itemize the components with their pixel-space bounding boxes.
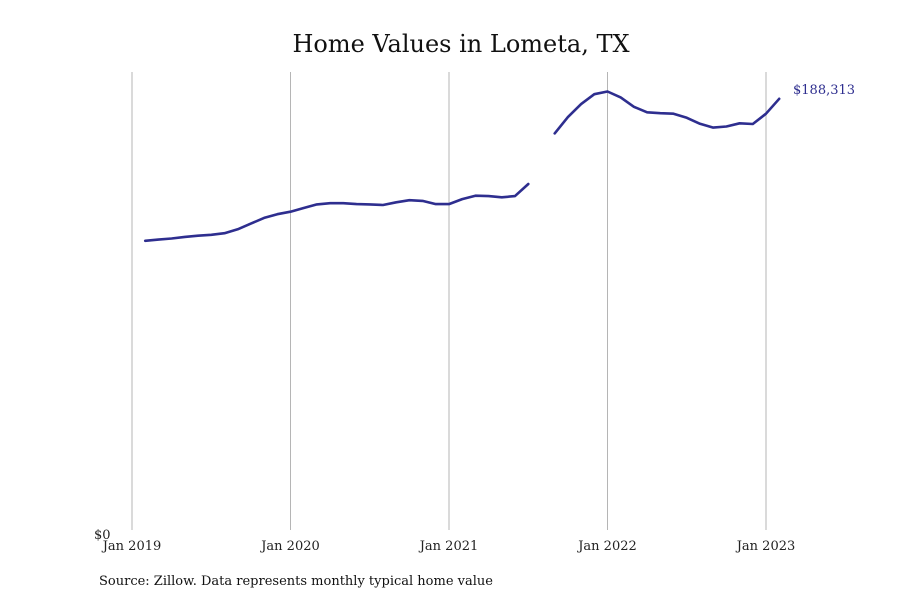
x-tick-label: Jan 2023 <box>735 539 796 554</box>
chart-title: Home Values in Lometa, TX <box>292 30 629 58</box>
x-tick-label: Jan 2019 <box>101 539 162 554</box>
gridlines <box>131 72 767 530</box>
series-lines <box>143 90 781 243</box>
x-tick-label: Jan 2022 <box>576 539 637 554</box>
x-tick-labels: Jan 2019 Jan 2020 Jan 2021 Jan 2022 Jan 2023 <box>101 539 796 554</box>
y-tick-label: $0 <box>94 528 111 543</box>
series-line-segment-2 <box>553 90 781 135</box>
source-note: Source: Zillow. Data represents monthly … <box>99 574 493 589</box>
x-tick-label: Jan 2021 <box>418 539 479 554</box>
last-value-label: $188,313 <box>793 83 855 98</box>
y-tick-labels: $0 <box>94 528 111 543</box>
series-line-segment-1 <box>143 182 530 243</box>
x-tick-label: Jan 2020 <box>259 539 320 554</box>
